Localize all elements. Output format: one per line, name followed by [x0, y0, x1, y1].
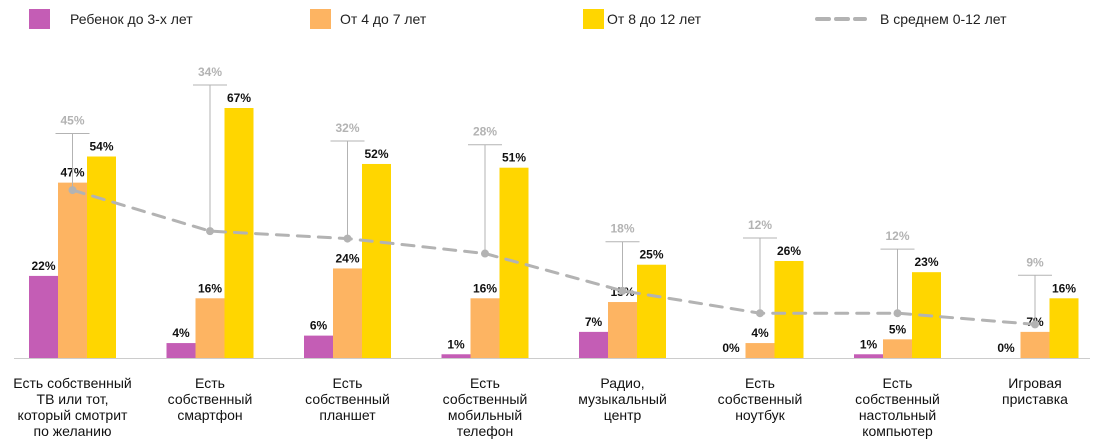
category-label-line: приставка — [1002, 391, 1068, 407]
average-label-c3: 32% — [335, 121, 359, 135]
average-point-c8 — [1031, 320, 1039, 329]
category-label-line: Есть — [745, 375, 775, 391]
average-label-c1: 45% — [60, 114, 84, 128]
category-label-line: собственный — [168, 391, 253, 407]
value-label-s3-c2: 67% — [227, 91, 251, 105]
bar-s1-c5 — [579, 331, 608, 358]
category-label-c7: Есть собственный настольный компьютер — [855, 375, 940, 439]
value-label-s3-c1: 54% — [89, 140, 113, 154]
bar-s2-c8 — [1020, 331, 1050, 358]
value-label-s3-c4: 51% — [502, 151, 526, 165]
bar-s1-c3 — [304, 335, 333, 358]
bar-s2-c6 — [745, 343, 775, 358]
category-label-line: Есть собственный — [13, 375, 131, 391]
average-label-c8: 9% — [1026, 255, 1044, 269]
category-label-line: собственный — [443, 391, 528, 407]
average-point-c3 — [343, 234, 352, 243]
bar-s3-c1 — [87, 156, 116, 358]
category-label-line: компьютер — [862, 423, 933, 439]
category-label-line: ноутбук — [735, 407, 785, 423]
category-label-line: музыкальный — [578, 391, 667, 407]
value-label-s1-c2: 4% — [172, 326, 190, 340]
category-label-line: по желанию — [34, 423, 112, 439]
bar-s3-c3 — [362, 163, 391, 358]
bar-s2-c1 — [58, 182, 87, 358]
value-label-s2-c6: 4% — [751, 326, 769, 340]
category-label-c4: Есть собственный мобильный телефон — [443, 375, 528, 439]
category-label-c3: Есть собственный планшет — [305, 375, 390, 423]
value-label-s1-c8: 0% — [997, 341, 1015, 355]
value-label-s3-c8: 16% — [1052, 281, 1076, 295]
bar-s1-c1 — [29, 275, 58, 358]
category-label-c8: Игровая приставка — [1002, 375, 1068, 407]
category-label-line: собственный — [855, 391, 940, 407]
legend-swatch-2 — [310, 9, 331, 29]
category-label-c1: Есть собственный ТВ или тот, который смотр… — [13, 375, 131, 439]
value-label-s1-c6: 0% — [722, 341, 740, 355]
category-label-line: планшет — [319, 407, 376, 423]
average-label-c4: 28% — [473, 125, 497, 139]
category-label-line: Радио, — [600, 375, 644, 391]
legend-label-average: В среднем 0-12 лет — [880, 11, 1007, 27]
category-label-c2: Есть собственный смартфон — [168, 375, 253, 423]
bar-s3-c5 — [637, 264, 666, 358]
category-label-line: собственный — [718, 391, 803, 407]
average-point-c7 — [893, 309, 902, 318]
value-label-s1-c1: 22% — [31, 259, 55, 273]
category-label-c6: Есть собственный ноутбук — [718, 375, 803, 423]
bar-s2-c7 — [883, 339, 912, 358]
bar-s2-c4 — [470, 298, 500, 358]
category-label-line: собственный — [305, 391, 390, 407]
value-label-s3-c3: 52% — [364, 147, 388, 161]
value-label-s1-c4: 1% — [447, 337, 465, 351]
average-point-c4 — [481, 249, 489, 258]
average-label-c5: 18% — [610, 222, 634, 236]
category-label-line: Есть — [883, 375, 913, 391]
category-label-line: ТВ или тот, — [37, 391, 109, 407]
category-label-line: смартфон — [177, 407, 242, 423]
average-point-c2 — [206, 227, 214, 236]
value-label-s3-c5: 25% — [639, 248, 663, 262]
average-line — [71, 188, 1037, 326]
legend-swatch-3 — [583, 9, 604, 29]
value-label-s1-c3: 6% — [310, 319, 328, 333]
bar-s1-c7 — [854, 354, 883, 358]
average-label-c2: 34% — [198, 65, 222, 79]
category-label-line: Игровая — [1008, 375, 1061, 391]
average-point-c1 — [68, 186, 77, 195]
value-label-s3-c7: 23% — [914, 255, 938, 269]
legend-label-2: От 4 до 7 лет — [340, 11, 427, 27]
category-label-line: Есть — [195, 375, 225, 391]
value-label-s1-c5: 7% — [585, 315, 603, 329]
value-label-s2-c7: 5% — [889, 322, 907, 336]
category-label-line: настольный — [859, 407, 936, 423]
value-label-s2-c2: 16% — [198, 281, 222, 295]
category-label-line: который смотрит — [18, 407, 128, 423]
legend-swatch-1 — [29, 9, 50, 29]
value-label-s1-c7: 1% — [860, 337, 878, 351]
value-label-s3-c6: 26% — [777, 244, 801, 258]
average-label-c6: 12% — [748, 218, 772, 232]
average-point-c5 — [618, 286, 627, 295]
legend-label-1: Ребенок до 3-х лет — [70, 11, 193, 27]
average-point-c6 — [756, 309, 764, 318]
bar-s2-c3 — [333, 268, 362, 358]
bar-s3-c6 — [774, 260, 804, 358]
legend-label-3: От 8 до 12 лет — [607, 11, 702, 27]
bar-s3-c8 — [1049, 298, 1079, 358]
category-label-line: мобильный — [448, 407, 522, 423]
bar-s1-c2 — [166, 343, 196, 358]
value-label-s2-c3: 24% — [335, 251, 359, 265]
bar-s2-c5 — [608, 302, 637, 358]
bar-s2-c2 — [195, 298, 225, 358]
category-label-line: Есть — [470, 375, 500, 391]
category-label-line: Есть — [333, 375, 363, 391]
category-label-line: телефон — [457, 423, 514, 439]
category-label-c5: Радио, музыкальный центр — [578, 375, 667, 423]
bar-s1-c4 — [441, 354, 471, 358]
value-label-s2-c4: 16% — [473, 281, 497, 295]
average-label-c7: 12% — [885, 229, 909, 243]
category-label-line: центр — [604, 407, 642, 423]
